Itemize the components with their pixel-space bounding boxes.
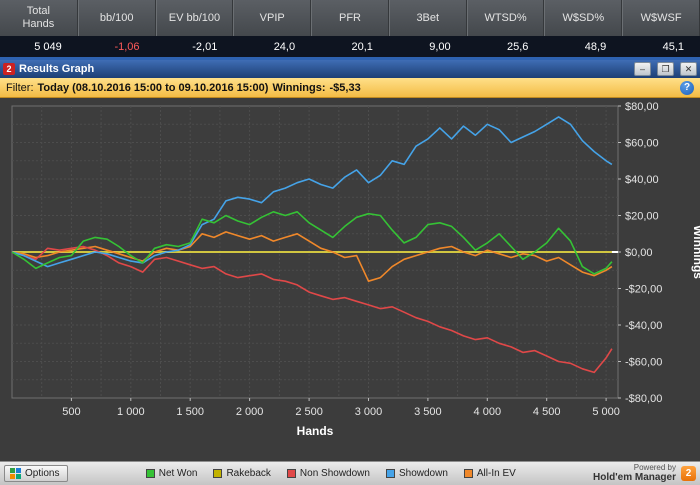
legend-item-all-in-ev[interactable]: All-In EV [463,468,516,479]
stats-header-vpip: VPIP [233,0,312,36]
stats-header-wsd: W$SD% [544,0,623,36]
stat-wsd-value: 48,9 [584,40,607,53]
brand-name: Hold'em Manager [593,472,676,484]
options-button[interactable]: Options [4,465,69,482]
stats-header-bb100: bb/100 [77,0,156,36]
filter-prefix-label: Filter: [6,81,34,94]
legend-item-net-won[interactable]: Net Won [145,468,198,479]
svg-text:4 500: 4 500 [533,406,561,418]
legend-label: Non Showdown [299,468,370,479]
stats-header-label: VPIP [259,11,285,24]
window-titlebar: 2 Results Graph – ❐ ✕ [0,60,700,78]
stat-wwsf-value: 45,1 [662,40,684,53]
stat-pfr-value: 20,1 [351,40,373,53]
hm2-app-icon: 2 [3,63,15,75]
svg-text:$40,00: $40,00 [625,174,659,186]
net-won-swatch-icon [145,469,155,478]
legend-label: Net Won [158,468,198,479]
stats-header-label: W$SD% [562,11,605,24]
stats-header-ev-bb100: EV bb/100 [155,0,234,36]
svg-text:3 000: 3 000 [355,406,383,418]
stat-vpip-value: 24,0 [273,40,296,53]
svg-text:4 000: 4 000 [474,406,502,418]
stats-header-label: 3Bet [416,11,440,24]
legend-item-showdown[interactable]: Showdown [385,468,448,479]
options-button-label: Options [25,468,60,479]
stats-header-wwsf: W$WSF [622,0,700,36]
filter-range-link[interactable]: Today (08.10.2016 15:00 to 09.10.2016 15… [37,81,269,94]
hm2-brand-badge-icon: 2 [681,465,696,481]
stat-bb100-value: -1,06 [114,40,140,53]
close-button[interactable]: ✕ [680,62,697,76]
svg-text:-$40,00: -$40,00 [625,320,662,332]
svg-text:1 500: 1 500 [176,406,204,418]
legend-label: Rakeback [226,468,271,479]
stats-header-row: Total Hands bb/100 EV bb/100 VPIP PFR 3B… [0,0,700,36]
svg-text:-$20,00: -$20,00 [625,284,662,296]
stat-wtsd-value: 25,6 [507,40,529,53]
svg-text:5 000: 5 000 [592,406,620,418]
stats-value-row: 5 049 -1,06 -2,01 24,0 20,1 9,00 25,6 48… [0,36,700,60]
svg-text:Winnings: Winnings [691,225,700,279]
options-grid-icon [10,468,21,479]
stats-header-label: Total Hands [22,5,55,30]
svg-text:-$60,00: -$60,00 [625,357,662,369]
window-title: Results Graph [19,63,95,75]
chart-legend: Net Won Rakeback Non Showdown Showdown A… [68,468,593,479]
legend-label: Showdown [398,468,448,479]
all-in-ev-swatch-icon [463,469,473,478]
stats-header-label: EV bb/100 [168,11,221,24]
showdown-swatch-icon [385,469,395,478]
powered-by-block: Powered by Hold'em Manager 2 [593,462,696,484]
svg-text:$20,00: $20,00 [625,211,659,223]
stats-header-total-hands: Total Hands [0,0,78,36]
maximize-button[interactable]: ❐ [657,62,674,76]
help-icon[interactable]: ? [680,80,694,95]
svg-text:1 000: 1 000 [117,406,145,418]
stats-header-label: bb/100 [99,11,134,24]
stats-header-label: PFR [338,11,361,24]
svg-text:Hands: Hands [297,424,334,438]
results-graph-chart[interactable]: $80,00 $60,00 $40,00 $20,00 $0,00 -$20,00 -$40… [0,98,700,461]
svg-text:2 500: 2 500 [295,406,323,418]
stats-header-pfr: PFR [311,0,389,36]
stats-header-3bet: 3Bet [388,0,467,36]
stats-header-label: W$WSF [640,11,682,24]
svg-text:$0,00: $0,00 [625,247,653,259]
legend-item-rakeback[interactable]: Rakeback [213,468,271,479]
stat-3bet-value: 9,00 [429,40,451,53]
filter-winnings-label: Winnings: [272,81,326,94]
svg-text:3 500: 3 500 [414,406,442,418]
svg-text:-$80,00: -$80,00 [625,393,662,405]
filter-bar: Filter: Today (08.10.2016 15:00 to 09.10… [0,78,700,98]
minimize-button[interactable]: – [634,62,651,76]
stats-header-label: WTSD% [484,11,527,24]
filter-winnings-value: -$5,33 [329,81,361,94]
footer-bar: Options Net Won Rakeback Non Showdown Sh… [0,461,700,485]
svg-text:500: 500 [62,406,80,418]
non-showdown-swatch-icon [286,469,296,478]
stat-ev-bb100-value: -2,01 [192,40,218,53]
stats-header-wtsd: WTSD% [466,0,545,36]
legend-label: All-In EV [476,468,516,479]
chart-canvas[interactable]: $80,00 $60,00 $40,00 $20,00 $0,00 -$20,00 -$40… [0,98,700,466]
legend-item-non-showdown[interactable]: Non Showdown [286,468,370,479]
powered-by-label: Powered by [633,462,676,472]
svg-text:2 000: 2 000 [236,406,264,418]
svg-text:$80,00: $80,00 [625,101,659,113]
stat-total-hands-value: 5 049 [34,40,62,53]
svg-text:$60,00: $60,00 [625,138,659,150]
rakeback-swatch-icon [213,469,223,478]
